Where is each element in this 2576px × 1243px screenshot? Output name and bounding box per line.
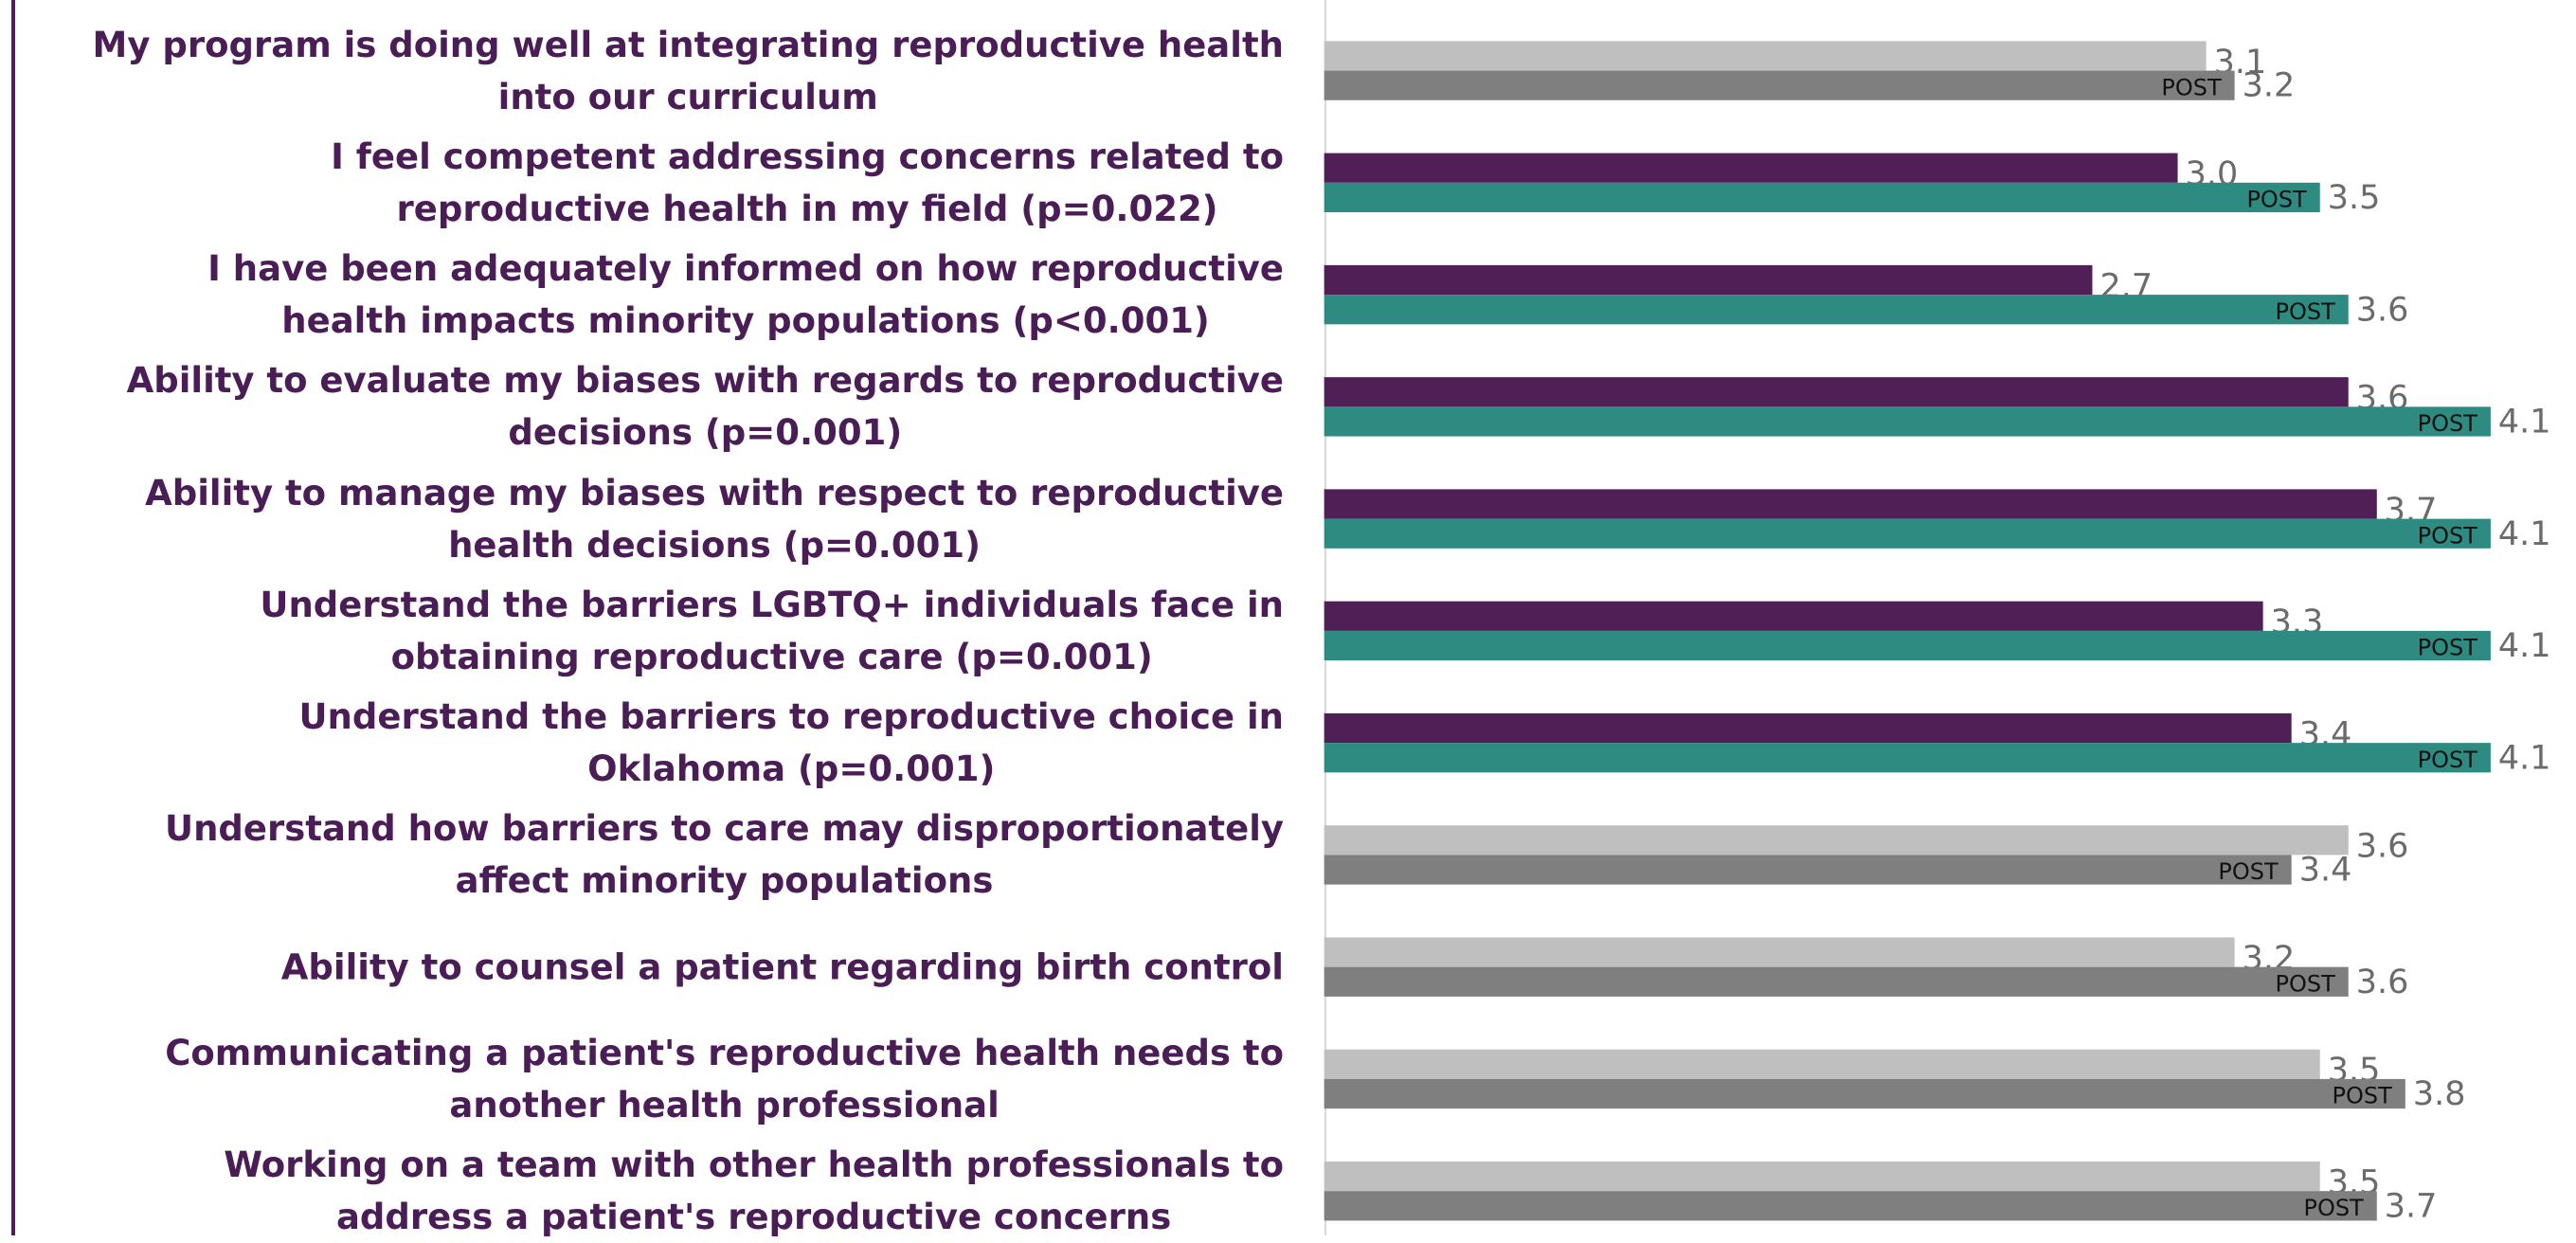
- post-label: POST: [2161, 74, 2222, 100]
- bar: [1324, 1161, 2320, 1192]
- bar: [1324, 966, 2349, 997]
- value-label: 3.2: [2243, 67, 2296, 105]
- value-label: 3.7: [2385, 1187, 2438, 1225]
- bar: [1324, 489, 2377, 519]
- value-label: 3.4: [2299, 852, 2352, 890]
- value-label: 3.6: [2356, 828, 2409, 866]
- bar: [1324, 1078, 2405, 1109]
- post-label: POST: [2418, 635, 2478, 661]
- category-label: Ability to counsel a patient regarding b…: [280, 946, 1284, 988]
- bar: [1324, 295, 2349, 325]
- bar: [1324, 937, 2235, 967]
- post-label: POST: [2275, 298, 2335, 325]
- category-label: Understand the barriers to reproductive …: [298, 696, 1285, 790]
- bar: [1324, 855, 2292, 885]
- bar: [1324, 630, 2491, 661]
- bar: [1324, 743, 2491, 773]
- post-label: POST: [2304, 1195, 2365, 1221]
- bar: [1324, 41, 2207, 71]
- category-label: Working on a team with other health prof…: [224, 1144, 1284, 1238]
- bar: [1324, 601, 2263, 631]
- bar: [1324, 712, 2292, 744]
- category-label: I feel competent addressing concerns rel…: [331, 135, 1284, 229]
- bar: [1324, 153, 2178, 183]
- post-label: POST: [2275, 970, 2335, 997]
- bar: [1324, 70, 2235, 100]
- category-label: Ability to evaluate my biases with regar…: [126, 360, 1284, 454]
- post-label: POST: [2333, 1083, 2393, 1109]
- category-label: Ability to manage my biases with respect…: [145, 472, 1284, 566]
- value-label: 3.5: [2328, 179, 2381, 217]
- category-label: Communicating a patient's reproductive h…: [165, 1032, 1284, 1126]
- bar: [1324, 1191, 2377, 1221]
- value-label: 3.6: [2356, 964, 2409, 1001]
- post-label: POST: [2246, 187, 2307, 213]
- post-label: POST: [2418, 747, 2478, 773]
- value-label: 3.6: [2356, 291, 2409, 329]
- category-labels: My program is doing well at integrating …: [28, 0, 1285, 1238]
- category-label: I have been adequately informed on how r…: [207, 248, 1284, 342]
- post-label: POST: [2418, 522, 2478, 549]
- bar: [1324, 518, 2491, 549]
- category-label: Understand how barriers to care may disp…: [165, 808, 1284, 902]
- value-label: 4.1: [2498, 627, 2551, 665]
- category-label: My program is doing well at integrating …: [92, 24, 1284, 117]
- value-label: 4.1: [2498, 515, 2551, 553]
- bar: [1324, 406, 2491, 437]
- bar: [1324, 825, 2349, 856]
- value-label: 4.1: [2498, 739, 2551, 777]
- bar: [1324, 264, 2093, 296]
- post-label: POST: [2418, 410, 2478, 437]
- bar: [1324, 377, 2349, 407]
- category-label: Understand the barriers LGBTQ+ individua…: [260, 584, 1284, 677]
- value-label: 3.8: [2413, 1075, 2466, 1113]
- value-label: 4.1: [2498, 404, 2551, 441]
- bar: [1324, 1049, 2320, 1079]
- bar: [1324, 182, 2320, 213]
- post-label: POST: [2218, 858, 2279, 885]
